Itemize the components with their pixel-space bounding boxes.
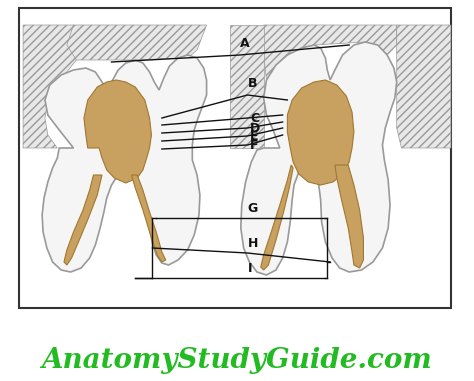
Text: C: C <box>250 112 259 125</box>
Text: E: E <box>250 130 259 142</box>
Polygon shape <box>42 55 207 272</box>
Text: H: H <box>247 237 258 250</box>
Text: AnatomyStudyGuide.com: AnatomyStudyGuide.com <box>42 346 432 373</box>
Polygon shape <box>64 175 102 265</box>
Polygon shape <box>84 80 152 183</box>
Text: G: G <box>247 202 258 215</box>
Polygon shape <box>335 165 364 268</box>
Polygon shape <box>264 25 397 80</box>
Text: B: B <box>247 77 257 90</box>
Bar <box>19 8 451 308</box>
Text: I: I <box>247 262 252 275</box>
Polygon shape <box>241 42 397 275</box>
Polygon shape <box>230 25 264 148</box>
Text: A: A <box>240 37 249 50</box>
Polygon shape <box>131 175 166 262</box>
Text: D: D <box>250 122 261 134</box>
Polygon shape <box>287 80 354 185</box>
Text: F: F <box>250 139 259 152</box>
Polygon shape <box>261 165 293 270</box>
Polygon shape <box>397 25 451 148</box>
Polygon shape <box>67 25 207 60</box>
Polygon shape <box>23 25 80 148</box>
